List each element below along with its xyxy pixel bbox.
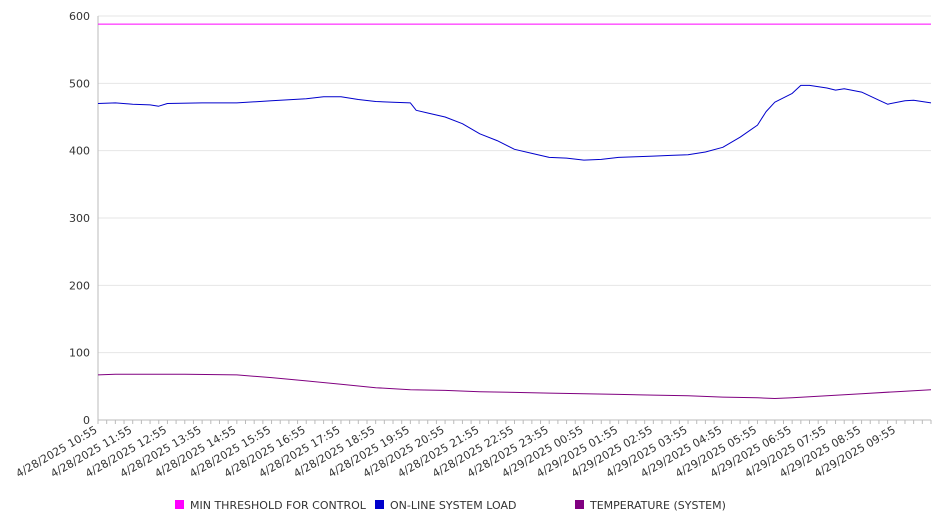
- y-axis-ticks: 0 100 200 300 400 500 600: [69, 10, 90, 427]
- legend-swatch: [575, 500, 584, 509]
- y-tick-label: 200: [69, 279, 90, 292]
- y-tick-label: 500: [69, 77, 90, 90]
- legend-label: ON-LINE SYSTEM LOAD: [390, 499, 516, 512]
- y-tick-label: 300: [69, 212, 90, 225]
- series-lines: [97, 23, 932, 399]
- series-line-3: [97, 373, 932, 399]
- y-tick-label: 400: [69, 145, 90, 158]
- legend-label: TEMPERATURE (SYSTEM): [589, 499, 726, 512]
- grid-lines: [98, 15, 931, 354]
- legend-swatch: [375, 500, 384, 509]
- x-axis-ticks: 4/28/2025 10:554/28/2025 11:554/28/2025 …: [14, 420, 932, 480]
- series-line-2: [97, 84, 932, 161]
- y-tick-label: 600: [69, 10, 90, 23]
- legend-swatch: [175, 500, 184, 509]
- y-tick-label: 100: [69, 347, 90, 360]
- legend-label: MIN THRESHOLD FOR CONTROL: [190, 499, 367, 512]
- legend: MIN THRESHOLD FOR CONTROL ON-LINE SYSTEM …: [175, 499, 726, 512]
- y-tick-label: 0: [83, 414, 90, 427]
